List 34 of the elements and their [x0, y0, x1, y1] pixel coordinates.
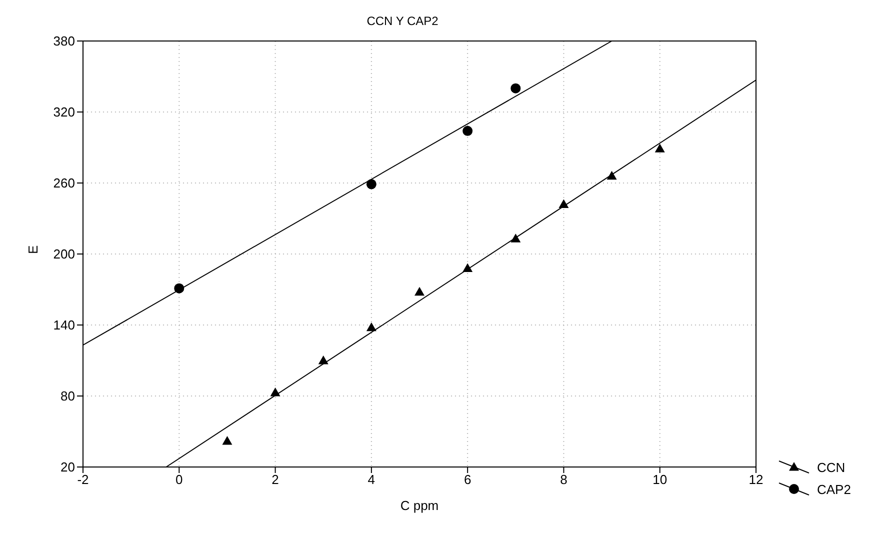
point	[606, 170, 617, 180]
point	[558, 199, 569, 208]
legend-label: CCN	[817, 460, 846, 474]
y-tick-label: 200	[53, 246, 75, 262]
point	[654, 144, 665, 152]
x-axis-title: C ppm	[400, 498, 439, 513]
point	[510, 83, 521, 94]
y-tick-label: 140	[53, 318, 75, 333]
x-tick-label: 12	[748, 472, 764, 488]
point	[366, 179, 376, 190]
x-tick-label: -2	[77, 472, 89, 488]
y-tick-label: 20	[60, 460, 75, 475]
point	[414, 286, 424, 296]
x-tick-label: 0	[176, 472, 183, 488]
point	[462, 126, 473, 136]
x-tick-label: 8	[560, 472, 568, 488]
point	[462, 263, 473, 272]
x-tick-label: 6	[464, 472, 472, 488]
point	[270, 387, 280, 396]
y-tick-label: 380	[53, 34, 75, 49]
y-tick-label: 320	[53, 104, 75, 120]
y-tick-label: 260	[53, 176, 75, 191]
point	[366, 322, 376, 332]
y-axis-title: E	[26, 245, 41, 254]
legend-label: CAP2	[817, 482, 852, 496]
x-tick-label: 2	[272, 472, 279, 488]
point	[510, 234, 521, 242]
point	[222, 436, 232, 445]
point	[174, 283, 184, 294]
chart-title: CCN Y CAP2	[366, 14, 440, 28]
x-tick-label: 10	[652, 472, 668, 488]
y-tick-label: 80	[60, 388, 75, 404]
point	[318, 356, 328, 364]
x-tick-label: 4	[368, 472, 376, 488]
